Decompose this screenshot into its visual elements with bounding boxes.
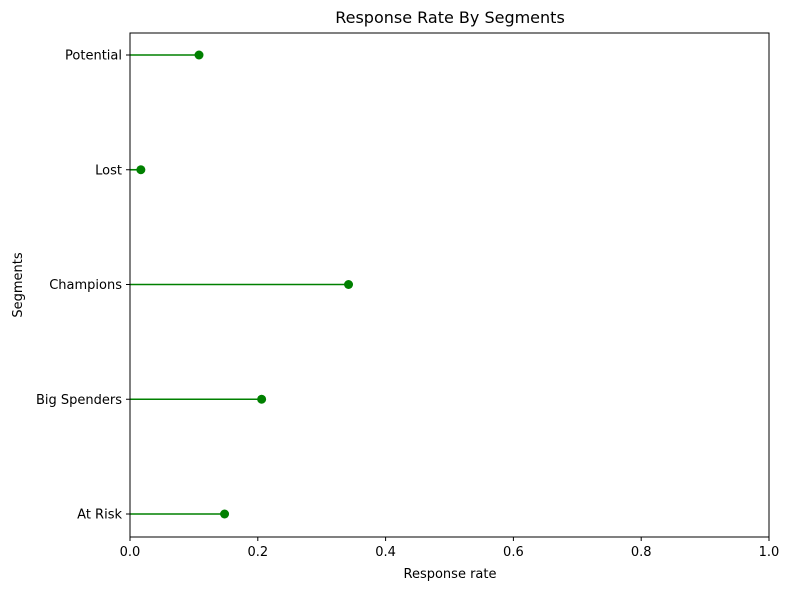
- point-3: [136, 165, 146, 175]
- chart-title: Response Rate By Segments: [335, 8, 565, 27]
- y-tick-label-0: At Risk: [77, 508, 122, 523]
- y-axis-label: Segments: [11, 252, 26, 318]
- x-axis-label: Response rate: [404, 567, 497, 582]
- x-tick-label-3: 0.6: [503, 545, 524, 560]
- y-tick-label-2: Champions: [49, 278, 122, 293]
- x-tick-label-4: 0.8: [631, 545, 652, 560]
- x-tick-label-1: 0.2: [247, 545, 268, 560]
- plot-marks: [130, 50, 354, 519]
- y-tick-label-4: Potential: [65, 49, 122, 64]
- point-1: [257, 394, 267, 404]
- x-tick-label-0: 0.0: [120, 545, 141, 560]
- x-tick-label-5: 1.0: [759, 545, 780, 560]
- x-tick-label-2: 0.4: [375, 545, 396, 560]
- y-tick-label-3: Lost: [95, 163, 122, 178]
- point-2: [344, 280, 354, 289]
- y-tick-label-1: Big Spenders: [36, 393, 122, 408]
- x-axis: 0.0 0.2 0.4 0.6 0.8 1.0: [120, 537, 780, 560]
- y-axis: At Risk Big Spenders Champions Lost Potentia…: [36, 49, 130, 523]
- point-4: [194, 50, 204, 60]
- point-0: [220, 509, 230, 519]
